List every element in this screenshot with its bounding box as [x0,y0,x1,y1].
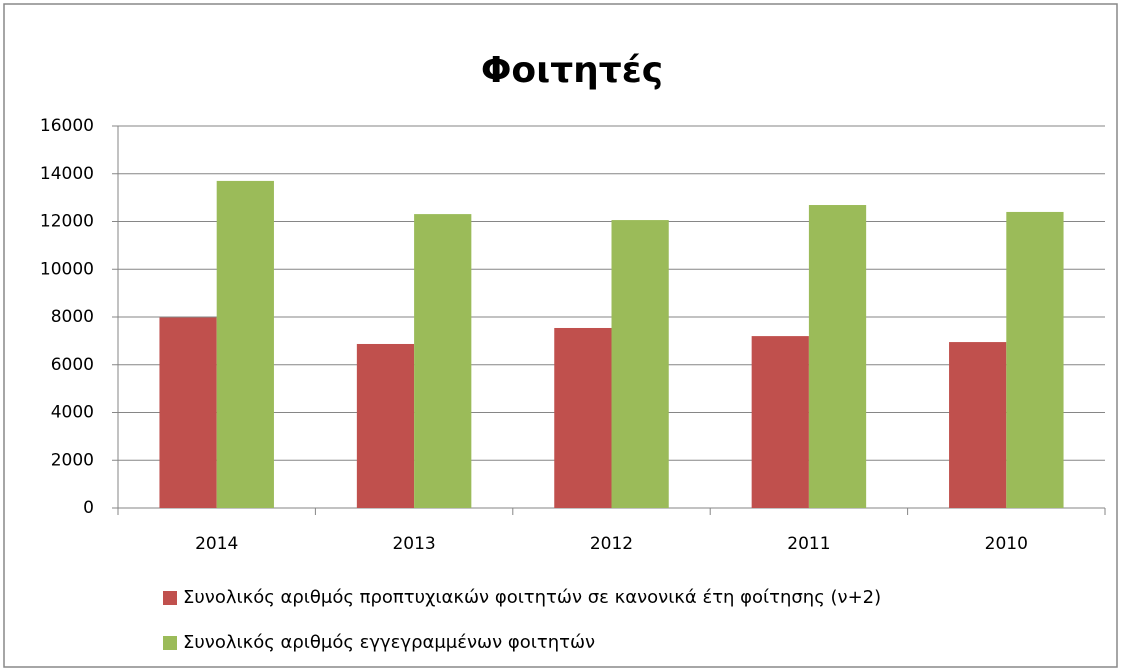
chart-title: Φοιτητές [481,50,663,91]
legend-swatch [163,636,177,650]
bar [356,343,415,508]
legend-swatch [163,591,177,605]
bar [808,205,867,508]
y-tick-label: 16000 [40,116,94,136]
bar [1006,211,1064,508]
bar [751,336,809,508]
x-tick-label: 2014 [195,534,238,554]
bar [554,327,612,508]
bar [949,342,1007,508]
y-tick-label: 10000 [40,259,94,279]
y-tick-label: 0 [83,498,94,518]
x-tick-label: 2011 [787,534,830,554]
y-tick-label: 2000 [51,450,94,470]
y-tick-label: 14000 [40,164,94,184]
y-tick-label: 6000 [51,355,94,375]
y-tick-label: 12000 [40,212,94,232]
x-tick-label: 2012 [590,534,633,554]
bar [414,214,472,508]
legend-label: Συνολικός αριθμός εγγεγραμμένων φοιτητών [183,632,595,653]
x-tick-label: 2010 [985,534,1028,554]
bar [611,220,669,508]
bar [159,317,217,508]
y-tick-label: 4000 [51,403,94,423]
y-tick-label: 8000 [51,307,94,327]
bar [216,180,274,508]
legend-label: Συνολικός αριθμός προπτυχιακών φοιτητών … [183,587,881,608]
x-tick-label: 2013 [392,534,435,554]
